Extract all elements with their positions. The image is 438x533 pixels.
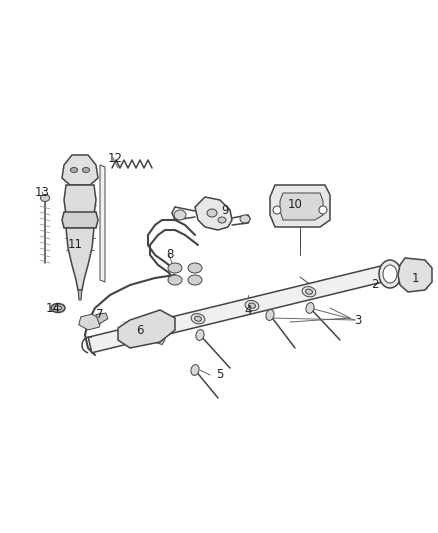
- Text: 1: 1: [411, 271, 419, 285]
- Ellipse shape: [207, 209, 217, 217]
- Ellipse shape: [248, 303, 255, 308]
- Ellipse shape: [319, 206, 327, 214]
- Ellipse shape: [379, 260, 401, 288]
- Ellipse shape: [82, 167, 89, 173]
- Ellipse shape: [196, 329, 204, 341]
- Polygon shape: [152, 333, 165, 345]
- Text: 3: 3: [354, 313, 362, 327]
- Ellipse shape: [306, 303, 314, 313]
- Polygon shape: [78, 290, 82, 300]
- Ellipse shape: [71, 167, 78, 173]
- Ellipse shape: [54, 306, 61, 310]
- Ellipse shape: [191, 313, 205, 324]
- Text: 14: 14: [46, 302, 60, 314]
- Polygon shape: [62, 212, 98, 228]
- Ellipse shape: [240, 215, 250, 223]
- Text: 10: 10: [288, 198, 302, 212]
- Polygon shape: [62, 155, 98, 185]
- Polygon shape: [100, 165, 105, 282]
- Text: 4: 4: [244, 303, 252, 317]
- Ellipse shape: [266, 310, 274, 320]
- Polygon shape: [280, 193, 323, 220]
- Ellipse shape: [188, 275, 202, 285]
- Polygon shape: [66, 228, 94, 290]
- Ellipse shape: [245, 301, 259, 311]
- Polygon shape: [64, 185, 96, 215]
- Polygon shape: [79, 314, 101, 330]
- Text: 6: 6: [136, 324, 144, 336]
- Ellipse shape: [174, 210, 186, 220]
- Polygon shape: [138, 325, 159, 341]
- Ellipse shape: [40, 195, 49, 201]
- Ellipse shape: [194, 316, 201, 321]
- Ellipse shape: [188, 263, 202, 273]
- Text: 13: 13: [35, 185, 49, 198]
- Polygon shape: [195, 197, 232, 230]
- Polygon shape: [398, 258, 432, 292]
- Ellipse shape: [137, 327, 151, 337]
- Polygon shape: [118, 310, 175, 348]
- Text: 12: 12: [107, 151, 123, 165]
- Ellipse shape: [383, 265, 397, 283]
- Ellipse shape: [306, 289, 312, 294]
- Ellipse shape: [302, 287, 316, 297]
- Ellipse shape: [141, 329, 148, 334]
- Ellipse shape: [273, 206, 281, 214]
- Text: 9: 9: [221, 204, 229, 216]
- Ellipse shape: [168, 275, 182, 285]
- Text: 7: 7: [96, 309, 104, 321]
- Ellipse shape: [51, 303, 65, 312]
- Ellipse shape: [191, 365, 199, 375]
- Text: 5: 5: [216, 368, 224, 382]
- Ellipse shape: [168, 263, 182, 273]
- Polygon shape: [88, 264, 392, 353]
- Text: 11: 11: [67, 238, 82, 252]
- Text: 8: 8: [166, 248, 174, 262]
- Text: 2: 2: [371, 279, 379, 292]
- Ellipse shape: [218, 217, 226, 223]
- Polygon shape: [270, 185, 330, 227]
- Polygon shape: [96, 313, 108, 324]
